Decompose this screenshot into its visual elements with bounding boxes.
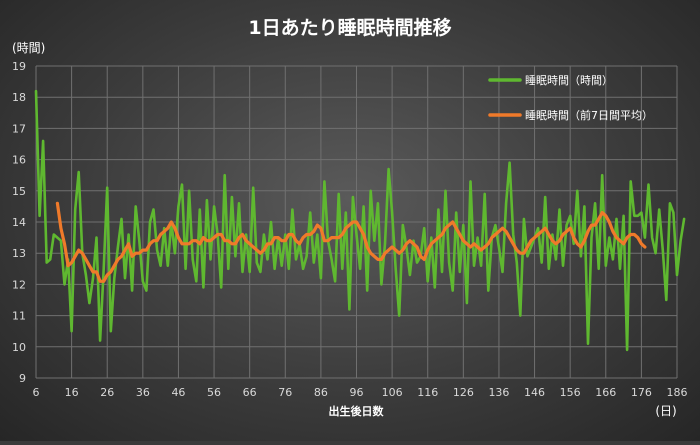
x-tick-label: 26: [100, 386, 114, 399]
x-tick-label: 116: [417, 386, 438, 399]
x-tick-label: 136: [488, 386, 509, 399]
x-tick-labels: 6 16 26 36 46 56 66 76 86 96 106 116 126 136 146 156 166…: [33, 386, 688, 399]
x-tick-label: 186: [667, 386, 688, 399]
x-tick-label: 156: [560, 386, 581, 399]
x-tick-label: 46: [171, 386, 185, 399]
x-tick-label: 66: [243, 386, 257, 399]
y-tick-label: 19: [12, 60, 26, 73]
y-tick-labels: 9 10 11 12 13 14 15 16 17 18 19: [12, 60, 26, 385]
series-lines: [34, 89, 686, 352]
x-tick-label: 126: [453, 386, 474, 399]
x-tick-label: 106: [382, 386, 403, 399]
y-tick-label: 17: [12, 122, 26, 135]
x-tick-label: 166: [595, 386, 616, 399]
y-tick-label: 14: [12, 216, 26, 229]
x-tick-label: 86: [314, 386, 328, 399]
y-tick-label: 9: [19, 372, 26, 385]
x-axis-label: 出生後日数: [329, 404, 385, 418]
y-tick-label: 10: [12, 341, 26, 354]
x-tick-label: 176: [631, 386, 652, 399]
x-tick-label: 16: [65, 386, 79, 399]
x-tick-label: 146: [524, 386, 545, 399]
legend: 睡眠時間（時間） 睡眠時間（前7日間平均）: [488, 74, 653, 122]
x-tick-label: 6: [33, 386, 40, 399]
legend-label-2: 睡眠時間（前7日間平均）: [525, 108, 653, 122]
y-tick-label: 13: [12, 247, 26, 260]
y-tick-label: 12: [12, 278, 26, 291]
series-line-2: [55, 201, 647, 283]
x-tick-label: 56: [207, 386, 221, 399]
y-axis-label: (時間): [12, 41, 45, 55]
y-tick-label: 16: [12, 154, 26, 167]
series-line-1: [34, 89, 686, 352]
legend-label-1: 睡眠時間（時間）: [525, 74, 613, 87]
x-tick-label: 76: [278, 386, 292, 399]
y-tick-label: 18: [12, 91, 26, 104]
x-tick-label: 96: [350, 386, 364, 399]
y-tick-label: 11: [12, 310, 26, 323]
x-tick-label: 36: [136, 386, 150, 399]
y-tick-label: 15: [12, 185, 26, 198]
x-unit-label: (日): [655, 404, 676, 418]
chart-title: 1日あたり睡眠時間推移: [248, 16, 451, 39]
